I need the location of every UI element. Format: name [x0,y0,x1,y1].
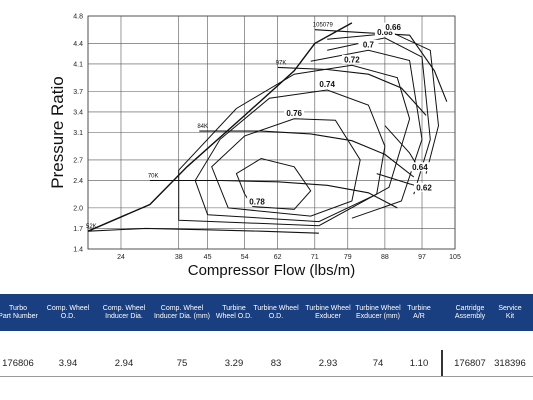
y-axis-label: Pressure Ratio [48,76,67,188]
compressor-map-chart: 52K70K84K97K1050790.780.760.740.720.70.6… [48,14,461,280]
column-divider [441,350,443,376]
efficiency-label-bg [409,162,430,172]
table-column-header: Comp. Wheel Inducer Dia. (mm) [153,304,210,320]
spec-table-header: Turbo Part Number Comp. Wheel O.D. Comp. W… [0,294,533,331]
table-cell: 1.10 [409,357,429,369]
efficiency-label-bg [317,79,338,89]
y-tick-label: 2.0 [73,205,83,212]
y-tick-label: 3.4 [73,109,83,116]
efficiency-label: 0.66 [385,23,401,32]
table-cell: 3.29 [224,357,244,369]
map-labels: 52K70K84K97K1050790.780.760.740.720.70.6… [86,22,435,230]
table-cell: 2.93 [318,357,338,369]
y-tick-label: 4.1 [73,61,83,68]
table-cell: 75 [176,357,188,369]
x-tick-label: 24 [117,254,125,261]
efficiency-label: 0.68 [377,28,393,37]
efficiency-island [310,49,423,219]
y-tick-label: 1.4 [73,247,83,254]
speed-line [314,29,448,102]
surge-line [87,22,353,232]
table-column-header: Turbine Wheel O.D. [253,304,299,320]
table-cell: 83 [270,357,282,369]
table-column-header: Comp. Wheel Inducer Dia. [102,304,146,320]
y-tick-label: 1.7 [73,226,83,233]
x-tick-label: 97 [418,254,426,261]
table-column-header: Turbo Part Number [0,304,38,320]
table-cell: 2.94 [114,357,134,369]
x-tick-label: 62 [274,254,282,261]
table-column-header: Cartridge Assembly [454,304,486,320]
table-cell: 176806 [2,357,34,369]
table-column-header: Turbine Wheel O.D. [215,304,253,320]
table-column-header: Turbine Wheel Exducer (mm) [355,304,401,320]
efficiency-label: 0.76 [286,109,302,118]
efficiency-label-bg [341,54,362,64]
table-cell: 318396 [494,357,526,369]
speed-line-label: 97K [276,60,287,66]
table-column-header: Turbine Wheel Exducer [305,304,351,320]
speed-line-label: 105079 [313,23,334,29]
y-tick-label: 2.7 [73,157,83,164]
efficiency-island [327,32,440,174]
speed-line [199,130,415,178]
y-tick-label: 3.7 [73,89,83,96]
x-tick-label: 79 [344,254,352,261]
x-tick-label: 71 [311,254,319,261]
efficiency-label-bg [358,39,379,49]
x-tick-label: 105 [449,254,461,261]
efficiency-label: 0.7 [363,40,375,49]
y-tick-label: 2.4 [73,178,83,185]
x-tick-label: 45 [204,254,212,261]
y-tick-label: 4.8 [73,14,83,21]
efficiency-island [178,64,411,227]
spec-table-row: 176806 3.94 2.94 75 3.29 83 2.93 74 1.10 176807 31… [0,350,533,376]
efficiency-island [194,89,386,223]
speed-line-label: 84K [197,124,208,130]
x-axis-label: Compressor Flow (lbs/m) [188,262,356,279]
efficiency-label: 0.74 [319,80,335,89]
y-tick-label: 3.1 [73,130,83,137]
y-tick-label: 4.4 [73,41,83,48]
efficiency-label: 0.64 [412,163,428,172]
efficiency-label-bg [374,27,395,37]
efficiency-label-bg [284,108,305,118]
table-cell: 176807 [454,357,486,369]
efficiency-label-bg [247,196,268,206]
speed-line [87,227,319,234]
efficiency-label-bg [414,182,435,192]
table-cell: 3.94 [58,357,78,369]
table-column-header: Comp. Wheel O.D. [46,304,90,320]
efficiency-label: 0.62 [416,183,432,192]
axis-ticks: 24 38 45 54 62 71 79 88 97 105 1.4 1.7 2.0 2.4 2.7 3.1 3… [73,14,461,262]
table-column-header: Service Kit [498,304,522,320]
efficiency-label: 0.72 [344,55,360,64]
table-bottom-rule [0,376,533,377]
speed-line-label: 52K [86,224,97,230]
speed-line-label: 70K [148,173,159,179]
x-tick-label: 38 [175,254,183,261]
efficiency-label-bg [383,22,404,32]
speed-line [277,66,427,116]
efficiency-label: 0.78 [249,197,265,206]
x-tick-label: 54 [241,254,249,261]
x-tick-label: 88 [381,254,389,261]
efficiency-island [384,125,419,168]
efficiency-island [235,157,312,210]
efficiency-island [211,118,361,217]
table-column-header: Turbine A/R [407,304,431,320]
table-cell: 74 [372,357,384,369]
